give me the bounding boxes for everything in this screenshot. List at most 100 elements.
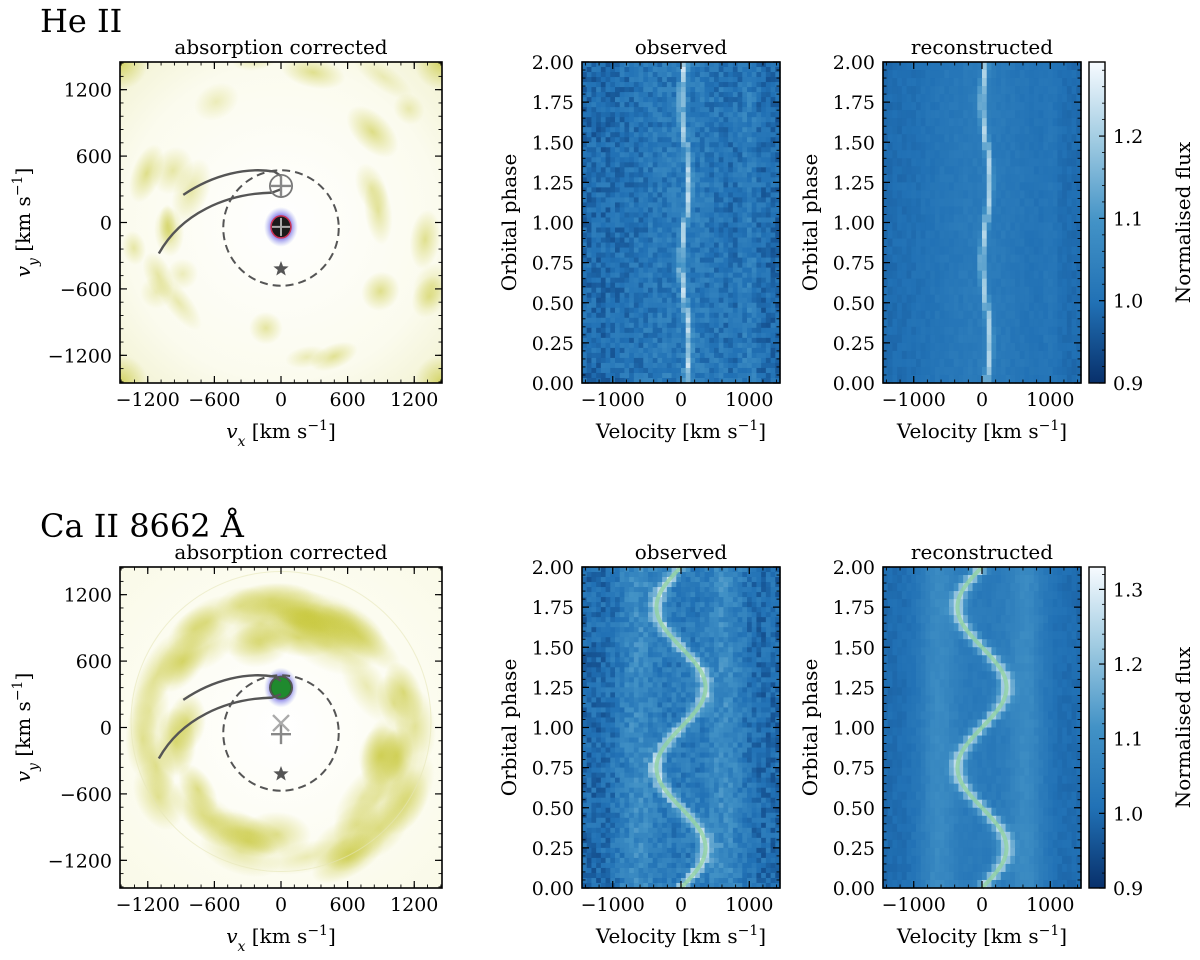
observed-pixel	[638, 197, 644, 204]
observed-pixel	[671, 257, 677, 264]
reconstructed-pixel	[934, 238, 941, 248]
reconstructed-pixel	[1033, 350, 1040, 360]
observed-pixel	[610, 142, 616, 148]
reconstructed-pixel	[967, 118, 974, 127]
observed-pixel	[652, 62, 659, 68]
reconstructed-pixel	[1076, 366, 1082, 376]
observed-pixel	[624, 257, 630, 264]
reconstructed-pixel	[1057, 342, 1063, 352]
observed-pixel	[765, 67, 772, 73]
observed-pixel	[747, 282, 753, 289]
observed-pixel	[699, 357, 706, 364]
observed-pixel	[615, 377, 621, 384]
reconstructed-pixel	[887, 350, 894, 360]
reconstructed-pixel	[930, 166, 936, 175]
reconstructed-pixel	[897, 94, 903, 103]
observed-pixel	[728, 327, 734, 334]
reconstructed-pixel	[1048, 166, 1054, 175]
observed-pixel	[662, 307, 668, 314]
observed-pixel	[605, 282, 611, 289]
reconstructed-pixel	[982, 230, 988, 240]
observed-pixel	[775, 332, 781, 339]
observed-pixel	[582, 207, 588, 214]
observed-pixel	[657, 237, 663, 244]
observed-pixel	[685, 282, 692, 289]
observed-pixel	[652, 142, 659, 148]
reconstructed-pixel	[1052, 318, 1059, 328]
reconstructed-pixel	[939, 246, 945, 256]
emission-patch	[121, 230, 146, 266]
observed-pixel	[582, 312, 588, 319]
reconstructed-pixel	[1057, 366, 1063, 376]
observed-pixel	[690, 332, 696, 339]
observed-pixel	[718, 202, 725, 209]
reconstructed-pixel	[1029, 302, 1035, 312]
reconstructed-pixel	[1048, 270, 1054, 280]
observed-pixel	[624, 352, 630, 359]
observed-pixel	[718, 317, 725, 324]
observed-pixel	[643, 172, 649, 178]
observed-pixel	[671, 232, 677, 239]
observed-pixel	[718, 197, 725, 204]
observed-pixel	[770, 217, 776, 224]
observed-pixel	[610, 237, 616, 244]
observed-pixel	[624, 317, 630, 324]
reconstructed-pixel	[1010, 238, 1016, 248]
observed-pixel	[723, 62, 729, 68]
reconstructed-pixel	[996, 166, 1002, 175]
tomogram-ytick-label: −1200	[48, 850, 112, 872]
observed-pixel	[638, 282, 644, 289]
observed-pixel	[765, 232, 772, 239]
reconstructed-pixel	[1029, 190, 1035, 200]
observed-pixel	[657, 347, 663, 354]
reconstructed-pixel	[944, 318, 950, 328]
observed-pixel	[714, 87, 720, 93]
observed-pixel	[737, 112, 743, 118]
reconstructed-pixel	[1033, 326, 1040, 336]
observed-pixel	[685, 372, 692, 379]
observed-pixel	[676, 137, 682, 143]
observed-pixel	[624, 247, 630, 254]
observed-pixel	[756, 217, 762, 224]
observed-pixel	[600, 112, 607, 118]
observed-pixel	[619, 272, 626, 279]
observed-pixel	[596, 97, 602, 103]
observed-pixel	[765, 322, 772, 329]
tomogram-ytick-label: 600	[76, 146, 112, 168]
observed-pixel	[723, 337, 729, 344]
observed-pixel	[643, 242, 649, 249]
observed-pixel	[723, 307, 729, 314]
reconstructed-pixel	[1019, 310, 1026, 320]
observed-pixel	[699, 92, 706, 98]
reconstructed-pixel	[1038, 342, 1044, 352]
observed-pixel	[629, 172, 635, 178]
observed-pixel	[671, 167, 677, 173]
observed-pixel	[600, 307, 607, 314]
row-he-ii: He II−1200 −600 0 600 1200−1200−60006001200a…	[10, 2, 1195, 450]
observed-pixel	[765, 357, 772, 364]
observed-pixel	[633, 152, 640, 158]
observed-pixel	[728, 197, 734, 204]
observed-pixel	[662, 162, 668, 168]
reconstructed-pixel	[897, 126, 903, 135]
reconstructed-pixel	[1057, 190, 1063, 200]
observed-pixel	[690, 147, 696, 153]
observed-pixel	[751, 377, 758, 384]
reconstructed-pixel	[930, 70, 936, 79]
observed-pixel	[685, 247, 692, 254]
observed-pixel	[751, 212, 758, 219]
reconstructed-pixel	[887, 126, 894, 135]
reconstructed-pixel	[1052, 270, 1059, 280]
observed-pixel	[681, 292, 687, 299]
reconstructed-pixel	[897, 230, 903, 240]
observed-pixel	[723, 87, 729, 93]
observed-pixel	[695, 222, 701, 229]
observed-pixel	[652, 122, 659, 128]
observed-pixel	[737, 202, 743, 209]
reconstructed-pixel	[897, 214, 903, 224]
reconstructed-pixel	[982, 158, 988, 167]
observed-pixel	[643, 297, 649, 304]
observed-pixel	[742, 177, 748, 183]
observed-pixel	[681, 272, 687, 279]
reconstructed-pixel	[1052, 262, 1059, 272]
